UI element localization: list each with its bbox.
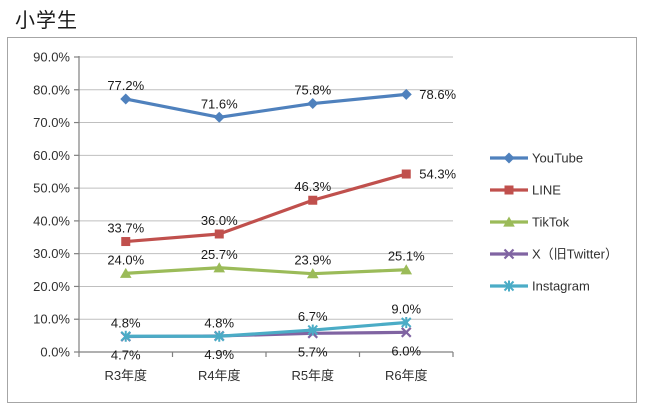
data-label: 24.0% [107,252,144,267]
triangle-marker [400,264,413,275]
diamond-marker [307,98,319,110]
triangle-marker [306,268,319,279]
data-label: 46.3% [294,179,331,194]
square-marker [401,169,411,179]
triangle-marker [503,216,515,227]
chart-title: 小学生 [15,10,78,32]
legend-item-line: LINE [490,183,561,198]
square-marker [121,237,131,247]
axes [74,56,454,357]
data-label: 78.6% [419,87,456,102]
diamond-marker [120,93,132,105]
data-label: 4.7% [111,348,141,363]
asterisk-marker [120,330,131,342]
x-axis-labels: R3年度 R4年度 R5年度 R6年度 [104,368,427,383]
diamond-marker [213,111,225,123]
legend: YouTube LINE TikTok X（旧Twitter） Instagram [490,151,618,294]
square-marker [214,229,224,239]
svg-text:60.0%: 60.0% [33,148,70,163]
data-label: 75.8% [294,83,331,98]
legend-label: Instagram [532,279,590,294]
legend-label: LINE [532,183,561,198]
triangle-marker [119,267,132,278]
x-marker [503,248,515,260]
x-marker [400,327,412,338]
diamond-marker [400,88,412,100]
data-label: 6.7% [298,309,328,324]
data-label: 25.7% [201,247,238,262]
series-tiktok: 24.0% 25.7% 23.9% 25.1% [107,247,425,279]
series-youtube: 77.2% 71.6% 75.8% 78.6% [107,78,457,123]
svg-text:20.0%: 20.0% [33,279,70,294]
legend-label: TikTok [532,215,570,230]
svg-text:80.0%: 80.0% [33,82,70,97]
legend-item-tiktok: TikTok [490,215,570,230]
svg-text:R6年度: R6年度 [385,368,428,383]
svg-text:0.0%: 0.0% [40,345,70,360]
diamond-marker [503,152,515,164]
data-label: 6.0% [391,343,421,358]
svg-text:30.0%: 30.0% [33,246,70,261]
data-label: 71.6% [201,96,238,111]
svg-text:10.0%: 10.0% [33,312,70,327]
data-label: 4.8% [204,315,234,330]
data-label: 33.7% [107,221,144,236]
series-instagram: 4.8% 4.8% 6.7% 9.0% [111,302,422,342]
data-label: 25.1% [388,249,425,264]
asterisk-marker [307,324,318,336]
data-label: 5.7% [298,344,328,359]
data-label: 9.0% [391,302,421,317]
legend-label: X（旧Twitter） [532,247,618,262]
line-chart: 0.0% 10.0% 20.0% 30.0% 40.0% 50.0% 60.0% 70.0% 8… [33,50,618,384]
legend-item-x-twitter: X（旧Twitter） [490,247,618,262]
square-marker [308,195,318,205]
gridlines [79,56,453,320]
svg-text:R3年度: R3年度 [104,368,147,383]
svg-text:50.0%: 50.0% [33,181,70,196]
legend-item-instagram: Instagram [490,279,590,294]
square-marker [504,185,514,195]
legend-item-youtube: YouTube [490,151,583,166]
y-axis-labels: 0.0% 10.0% 20.0% 30.0% 40.0% 50.0% 60.0% 70.0% 8… [33,50,70,360]
data-label: 23.9% [294,253,331,268]
triangle-marker [213,262,226,273]
svg-text:R5年度: R5年度 [291,368,334,383]
svg-text:90.0%: 90.0% [33,50,70,65]
chart-container: 0.0% 10.0% 20.0% 30.0% 40.0% 50.0% 60.0% 70.0% 8… [7,37,637,403]
asterisk-marker [503,280,515,292]
asterisk-marker [214,330,225,342]
asterisk-marker [401,317,412,328]
data-label: 77.2% [107,78,144,93]
legend-label: YouTube [532,151,583,166]
svg-text:70.0%: 70.0% [33,115,70,130]
data-label: 4.8% [111,315,141,330]
data-label: 36.0% [201,213,238,228]
svg-text:R4年度: R4年度 [198,368,241,383]
data-label: 54.3% [419,167,456,182]
series-line: 33.7% 36.0% 46.3% 54.3% [107,167,457,247]
svg-text:40.0%: 40.0% [33,213,70,228]
data-label: 4.9% [204,347,234,362]
